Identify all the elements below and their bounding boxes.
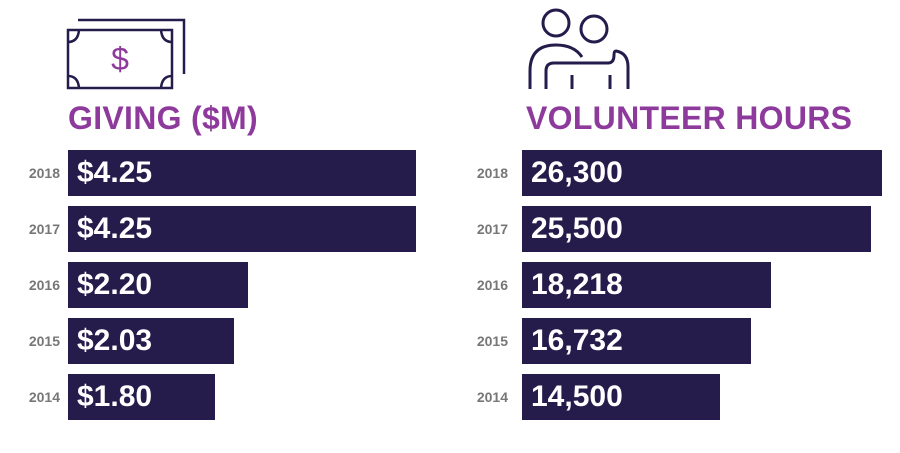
year-label: 2015 [476,333,508,349]
bar: 26,300 [522,150,882,196]
bar-value-label: $2.20 [77,268,153,301]
year-label: 2018 [476,165,508,181]
year-label: 2016 [476,277,508,293]
chart-title: VOLUNTEER HOURS [526,100,853,136]
chart-title: GIVING ($M) [68,100,258,136]
year-label: 2014 [28,389,60,405]
year-label: 2017 [476,221,508,237]
bar-value-label: $4.25 [77,156,153,189]
bar-value-label: $2.03 [77,324,153,357]
year-label: 2018 [28,165,60,181]
bar: 18,218 [522,262,771,308]
year-label: 2016 [28,277,60,293]
bar-value-label: 25,500 [531,212,623,245]
bar-value-label: $4.25 [77,212,153,245]
bar: $1.80 [68,374,215,420]
bar-value-label: 14,500 [531,380,623,413]
bar: $2.03 [68,318,234,364]
bar: 14,500 [522,374,720,420]
money-bill-icon: $ [66,18,186,90]
svg-text:$: $ [111,41,129,77]
giving-panel: $ GIVING ($M) 2018 $4.25 2017 $4.25 2016 $2.2… [28,18,416,420]
year-label: 2014 [476,389,508,405]
volunteer-panel: VOLUNTEER HOURS 2018 26,300 2017 25,500 2016… [450,0,900,453]
bar-value-label: $1.80 [77,380,153,413]
bar-value-label: 26,300 [531,156,623,189]
bar: $4.25 [68,206,416,252]
bar: $4.25 [68,150,416,196]
bar-value-label: 16,732 [531,324,623,357]
year-label: 2015 [28,333,60,349]
people-hug-icon [528,8,630,89]
bar-value-label: 18,218 [531,268,623,301]
bar: 25,500 [522,206,871,252]
bar: $2.20 [68,262,248,308]
year-label: 2017 [28,221,60,237]
bar: 16,732 [522,318,751,364]
